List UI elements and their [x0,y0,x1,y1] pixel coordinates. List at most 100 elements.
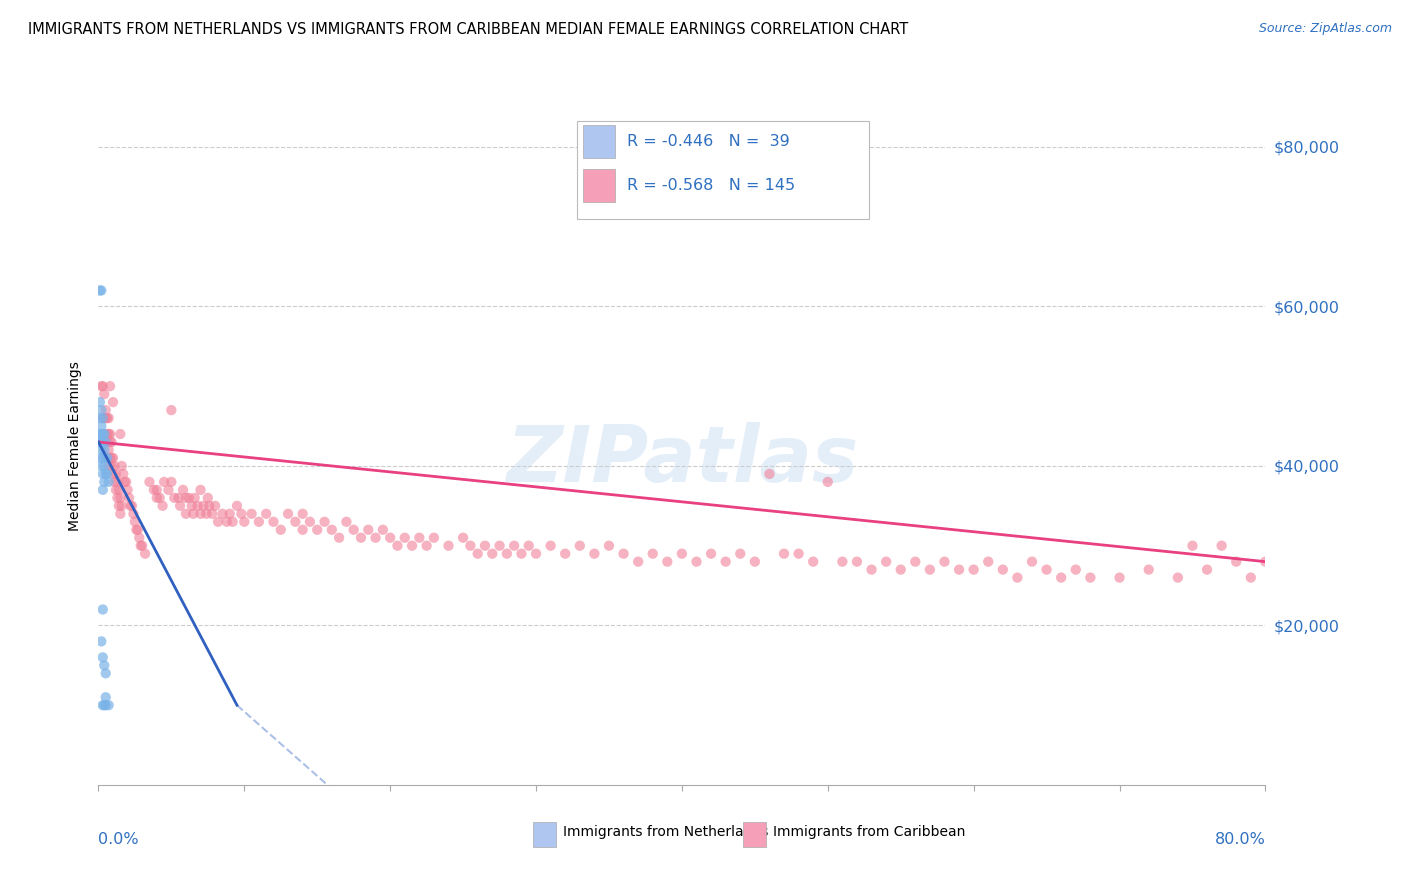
Point [118,491,141,505]
Point [401,539,423,553]
Point [93,475,115,489]
Point [671,547,693,561]
Point [105,475,128,489]
Point [627,555,650,569]
Point [94,427,117,442]
Point [1035,563,1057,577]
Point [103,458,125,473]
Point [94,690,117,705]
Point [1254,555,1277,569]
Point [91,650,114,665]
Point [91,435,114,450]
Point [860,563,883,577]
Point [517,539,540,553]
Point [94,666,117,681]
Text: Immigrants from Caribbean: Immigrants from Caribbean [773,825,966,839]
Point [190,507,212,521]
Point [364,531,387,545]
Point [167,491,190,505]
Point [226,499,249,513]
Point [451,531,474,545]
Point [91,411,114,425]
Point [163,491,186,505]
Point [1211,539,1233,553]
Point [91,379,114,393]
Point [157,483,180,497]
Point [90,450,112,465]
Text: 80.0%: 80.0% [1215,832,1265,847]
Point [93,698,115,713]
Point [991,563,1014,577]
Point [97,475,120,489]
Point [1137,563,1160,577]
Point [298,515,321,529]
Point [98,427,121,442]
Point [103,475,125,489]
Point [207,515,229,529]
Point [190,483,212,497]
Point [89,411,111,425]
Point [180,499,202,513]
Point [91,450,114,465]
Point [100,450,122,465]
Point [153,475,176,489]
Point [221,515,243,529]
Point [357,523,380,537]
Point [101,450,124,465]
Point [247,515,270,529]
Point [233,515,256,529]
Point [104,483,127,497]
Point [1195,563,1218,577]
Point [93,387,115,401]
Text: ZIPatlas: ZIPatlas [506,422,858,498]
Point [641,547,664,561]
Point [93,658,115,673]
Point [114,475,136,489]
Point [773,547,796,561]
Point [437,539,460,553]
Point [474,539,496,553]
Point [496,547,519,561]
Point [174,491,197,505]
Point [198,499,221,513]
Text: 0.0%: 0.0% [98,832,139,847]
Point [127,523,149,537]
Point [193,499,215,513]
Point [195,507,218,521]
Point [291,523,314,537]
Point [146,491,169,505]
Point [1064,563,1087,577]
Point [96,427,118,442]
Point [142,483,165,497]
Point [1007,571,1029,585]
Point [98,435,121,450]
Point [183,491,205,505]
Point [343,523,366,537]
Point [380,531,402,545]
Point [172,483,194,497]
Point [314,515,336,529]
Point [124,515,146,529]
Point [96,450,118,465]
Point [94,403,117,417]
Point [801,555,824,569]
Point [149,491,172,505]
Point [146,483,169,497]
Point [90,419,112,434]
Point [120,499,142,513]
Point [1050,571,1073,585]
Point [96,411,118,425]
Point [91,467,114,481]
Point [97,698,120,713]
Point [108,499,131,513]
Text: R = -0.446   N =  39: R = -0.446 N = 39 [627,134,790,149]
Point [129,539,152,553]
Text: IMMIGRANTS FROM NETHERLANDS VS IMMIGRANTS FROM CARIBBEAN MEDIAN FEMALE EARNINGS : IMMIGRANTS FROM NETHERLANDS VS IMMIGRANT… [28,22,908,37]
Point [93,442,115,457]
Point [510,547,533,561]
Point [181,507,204,521]
Point [1167,571,1189,585]
Point [554,547,576,561]
Point [875,555,897,569]
Point [197,491,219,505]
